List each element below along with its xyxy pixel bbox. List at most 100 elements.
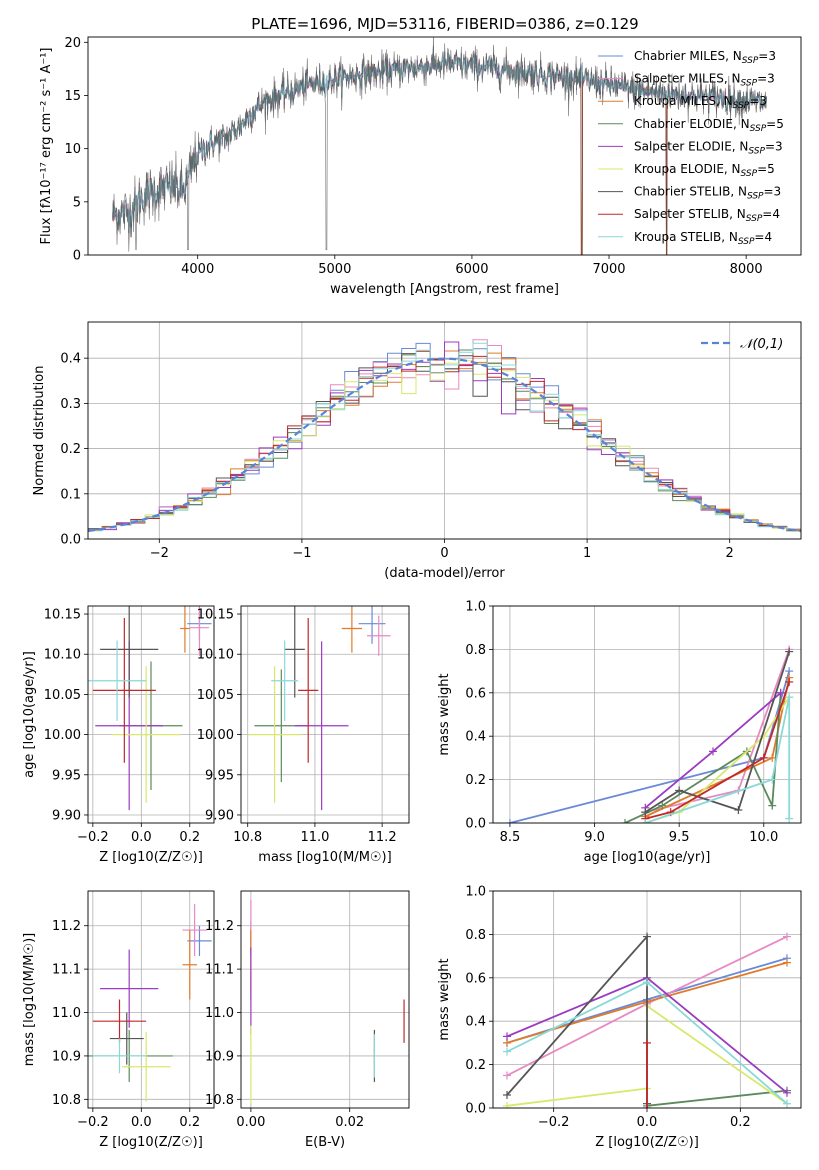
axes-frame	[87, 605, 215, 824]
series-line	[645, 681, 791, 820]
legend-entry: Kroupa ELODIE, NSSP=5	[634, 162, 775, 179]
y-tick-label: 11.2	[52, 919, 81, 934]
y-tick-label: 0.0	[60, 533, 81, 548]
legend-entry: Chabrier MILES, NSSP=3	[634, 49, 776, 66]
series-line	[645, 696, 791, 823]
y-tick-label: 0.6	[465, 971, 486, 986]
y-tick-label: 0	[73, 249, 81, 264]
x-tick-label: 0	[440, 546, 448, 561]
y-tick-label: 10.10	[197, 648, 234, 663]
age_vs_mass-plot-area	[247, 606, 391, 811]
y-tick-label: 1.0	[465, 600, 486, 615]
normal-reference-curve	[88, 357, 801, 533]
histogram-step	[88, 342, 801, 533]
x-tick-label: −0.2	[77, 830, 109, 845]
y-tick-label: 0.4	[60, 352, 81, 367]
axes-frame	[87, 36, 802, 256]
mass_vs_EBV-plot-area	[250, 899, 405, 1104]
massweight_vs_Z-axes: −0.2 0.0 0.2 0.0 0.2 0.4 0.6 0.8 1.0 Z [log10(Z/Z…	[437, 885, 802, 1150]
massweight_vs_age-axes: 8.5 9.0 9.5 10.0 0.0 0.2 0.4 0.6 0.8 1.0 age [log1…	[437, 600, 802, 865]
legend-entry: Chabrier ELODIE, NSSP=5	[634, 117, 784, 134]
series-line	[644, 651, 791, 813]
x-axis-label: Z [log10(Z/Z☉)]	[595, 1135, 699, 1150]
x-tick-label: 0.0	[637, 1115, 658, 1130]
y-tick-label: 10.10	[44, 648, 81, 663]
legend-entry: Salpeter ELODIE, NSSP=3	[634, 139, 783, 156]
x-axis-label: (data-model)/error	[384, 566, 505, 581]
y-axis-label: age [log10(age/yr)]	[22, 651, 37, 778]
massweight_vs_age-plot-area	[505, 645, 794, 823]
x-tick-label: 0.02	[335, 1115, 364, 1130]
y-tick-label: 0.4	[465, 730, 486, 745]
y-tick-label: 10.00	[197, 728, 234, 743]
y-tick-label: 0.2	[465, 1058, 486, 1073]
legend-entry: Salpeter MILES, NSSP=3	[634, 72, 775, 89]
y-tick-label: 10.9	[205, 1049, 234, 1064]
x-axis-label: age [log10(age/yr)]	[584, 850, 711, 865]
y-tick-label: 5	[73, 195, 81, 210]
y-tick-label: 10	[64, 142, 81, 157]
y-tick-label: 10.8	[205, 1093, 234, 1108]
y-tick-label: 10.9	[52, 1049, 81, 1064]
series-line	[506, 934, 648, 1104]
series-line	[646, 1089, 788, 1107]
y-tick-label: 0.8	[465, 643, 486, 658]
x-tick-label: 0.2	[179, 830, 200, 845]
x-axis-label: mass [log10(M/M☉)]	[258, 850, 391, 865]
y-tick-label: 11.1	[52, 963, 81, 978]
y-tick-label: 0.2	[60, 442, 81, 457]
age_vs_mass-axes: 10.8 11.0 11.2 9.90 9.95 10.00 10.05 10.10 10.15…	[197, 605, 410, 865]
y-tick-label: 20	[64, 36, 81, 51]
legend-entry: 𝒩(0,1)	[740, 337, 783, 352]
y-tick-label: 9.95	[205, 768, 234, 783]
x-tick-label: 0.2	[179, 1115, 200, 1130]
x-tick-label: 10.0	[749, 830, 778, 845]
x-tick-label: 5000	[318, 262, 351, 277]
x-tick-label: 6000	[455, 262, 488, 277]
y-tick-label: 1.0	[465, 885, 486, 900]
x-axis-label: Z [log10(Z/Z☉)]	[99, 1135, 203, 1150]
x-tick-label: −1	[292, 546, 311, 561]
y-axis-label: mass weight	[437, 673, 452, 755]
mass_vs_Z-plot-area	[88, 904, 212, 1102]
residuals-axes: −2 −1 0 1 2 0.0 0.1 0.2 0.3 0.4 (data-model)/error…	[32, 321, 802, 581]
age_vs_Z-plot-area	[88, 606, 212, 811]
spectrum-legend: Chabrier MILES, NSSP=3 Salpeter MILES, NS…	[598, 49, 784, 247]
mass_vs_Z-axes: −0.2 0.0 0.2 10.8 10.9 11.0 11.1 11.2 Z [log10(Z…	[22, 890, 215, 1150]
y-tick-label: 9.90	[205, 808, 234, 823]
massweight_vs_Z-plot-area	[503, 932, 791, 1108]
y-tick-label: 0.4	[465, 1015, 486, 1030]
residuals-plot-area	[88, 339, 801, 534]
y-tick-label: 0.0	[465, 817, 486, 832]
x-tick-label: 8000	[730, 262, 763, 277]
spectrum-axes: 4000 5000 6000 7000 8000 0 5 10 15 20 wavelength […	[39, 36, 802, 297]
axes-frame	[492, 605, 802, 824]
x-tick-label: 0.0	[131, 830, 152, 845]
y-tick-label: 10.05	[44, 688, 81, 703]
x-tick-label: 11.2	[368, 830, 397, 845]
y-tick-label: 10.15	[44, 608, 81, 623]
y-tick-label: 0.0	[465, 1102, 486, 1117]
axes-frame	[87, 890, 215, 1109]
x-tick-label: 8.5	[500, 830, 521, 845]
x-axis-label: E(B-V)	[305, 1135, 345, 1150]
residual-legend: 𝒩(0,1)	[701, 337, 783, 352]
x-tick-label: −0.2	[77, 1115, 109, 1130]
age_vs_Z-axes: −0.2 0.0 0.2 9.90 9.95 10.00 10.05 10.10 10.15 Z …	[22, 605, 215, 865]
y-axis-label: mass weight	[437, 958, 452, 1040]
axes-frame	[492, 890, 802, 1109]
legend-entry: Salpeter STELIB, NSSP=4	[634, 207, 780, 224]
axes-frame	[87, 321, 802, 540]
legend-entry: Kroupa STELIB, NSSP=4	[634, 230, 772, 247]
y-axis-label: mass [log10(M/M☉)]	[22, 933, 37, 1066]
axes-frame	[240, 890, 410, 1109]
x-tick-label: 9.0	[584, 830, 605, 845]
x-tick-label: 11.0	[300, 830, 329, 845]
y-tick-label: 15	[64, 89, 81, 104]
y-tick-label: 11.2	[205, 919, 234, 934]
axes-frame	[240, 605, 410, 824]
spectrum-plot-area	[112, 37, 768, 255]
y-tick-label: 10.05	[197, 688, 234, 703]
x-axis-label: Z [log10(Z/Z☉)]	[99, 850, 203, 865]
x-tick-label: 0.2	[730, 1115, 751, 1130]
